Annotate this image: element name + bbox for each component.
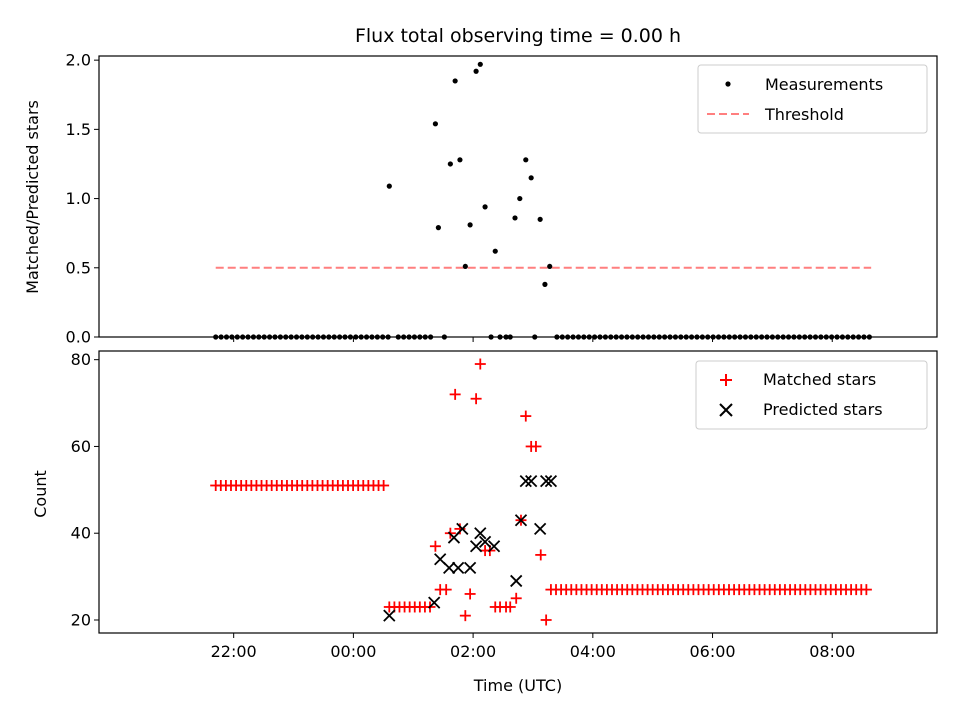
measurement-point: [452, 78, 458, 84]
legend-threshold-label: Threshold: [764, 105, 844, 124]
top-x-ticks: [233, 337, 833, 342]
top-ytick-label: 0.0: [66, 328, 91, 347]
measurement-point: [528, 175, 534, 181]
matched-star-point: [530, 440, 542, 452]
bottom-xtick-label: 02:00: [450, 642, 496, 661]
predicted-star-point: [519, 475, 532, 488]
matched-star-point: [378, 479, 390, 491]
legend-predicted-marker: [719, 403, 733, 417]
bottom-y-axis-label: Count: [31, 470, 50, 518]
measurement-point: [462, 263, 468, 270]
measurement-point: [386, 183, 392, 189]
top-ytick-label: 1.5: [66, 120, 91, 139]
predicted-star-point: [544, 475, 558, 488]
top-y-ticks: 0.0 0.5 1.0 1.5 2.0: [66, 51, 99, 347]
bottom-ytick-label: 60: [71, 437, 91, 456]
predicted-star-point: [539, 475, 553, 488]
predicted-star-point: [383, 609, 396, 622]
bottom-axes-frame: [98, 350, 938, 634]
legend-matched-label: Matched stars: [763, 370, 876, 389]
bottom-ytick-label: 40: [71, 524, 91, 543]
bottom-xtick-label: 04:00: [570, 642, 616, 661]
predicted-star-point: [469, 540, 483, 553]
predicted-star-point: [534, 522, 547, 536]
top-panel: 0.00.51.01.52.0 Matched/Predicted stars …: [23, 51, 938, 347]
predicted-star-point: [478, 535, 492, 549]
predicted-star-point: [452, 561, 465, 575]
top-ytick-label: 2.0: [66, 51, 91, 70]
legend-measurements-marker: [725, 81, 731, 87]
predicted-star-point: [456, 522, 469, 536]
bottom-xtick-label: 06:00: [689, 642, 735, 661]
bottom-plot-area: [210, 358, 872, 626]
top-y-axis-label: Matched/Predicted stars: [23, 100, 42, 294]
matched-star-point: [429, 540, 441, 552]
bottom-x-ticks: 22:00 00:00 02:00 04:00 06:00 08:00: [211, 633, 855, 661]
predicted-star-point: [487, 540, 501, 553]
legend-matched-marker: [720, 374, 732, 386]
matched-star-point: [440, 584, 452, 596]
measurement-point: [492, 248, 498, 254]
matched-star-point: [464, 588, 476, 600]
bottom-y-ticks: 20 40 60 80: [71, 350, 99, 629]
measurement-point: [432, 121, 438, 127]
legend-predicted-label: Predicted stars: [763, 400, 883, 419]
measurement-point: [523, 157, 529, 163]
top-legend-frame: [697, 64, 928, 134]
bottom-xtick-label: 08:00: [809, 642, 855, 661]
bottom-ytick-label: 80: [71, 350, 91, 369]
measurement-point: [447, 161, 453, 167]
predicted-star-point: [463, 561, 477, 575]
matched-star-point: [520, 410, 532, 422]
top-ytick-label: 1.0: [66, 189, 91, 208]
measurement-point: [537, 216, 543, 222]
matched-star-point: [474, 358, 486, 370]
top-axes-frame: [98, 55, 938, 338]
measurement-point: [477, 61, 483, 67]
bottom-ytick-label: 20: [71, 610, 91, 629]
bottom-xtick-label: 00:00: [330, 642, 376, 661]
predicted-star-point: [510, 574, 523, 588]
top-ytick-label: 0.5: [66, 258, 91, 277]
matched-star-point: [470, 393, 482, 405]
top-legend: Measurements Threshold: [697, 64, 928, 134]
measurement-point: [482, 204, 488, 210]
matched-star-point: [459, 610, 471, 622]
matched-star-point: [860, 584, 872, 596]
legend-measurements-label: Measurements: [765, 75, 883, 94]
matched-star-point: [535, 549, 547, 561]
measurement-point: [457, 157, 463, 163]
measurement-point: [473, 68, 479, 74]
measurement-point: [547, 263, 553, 270]
measurement-point: [467, 222, 473, 228]
predicted-star-point: [514, 514, 528, 527]
predicted-star-point: [525, 475, 538, 488]
chart-title: Flux total observing time = 0.00 h: [355, 25, 681, 47]
predicted-star-point: [474, 527, 487, 540]
bottom-legend-frame: [695, 360, 928, 430]
matched-star-point: [504, 601, 516, 613]
measurement-point: [517, 195, 523, 202]
bottom-x-axis-label: Time (UTC): [473, 676, 562, 695]
matched-star-point: [540, 614, 552, 626]
bottom-xtick-label: 22:00: [211, 642, 257, 661]
measurement-point: [542, 281, 548, 287]
matched-star-point: [449, 388, 461, 400]
predicted-star-point: [443, 561, 456, 575]
measurement-point: [512, 215, 518, 221]
matched-star-point: [510, 592, 522, 604]
measurement-point: [435, 225, 441, 231]
bottom-legend: Matched stars Predicted stars: [695, 360, 928, 430]
predicted-star-point: [428, 596, 441, 609]
